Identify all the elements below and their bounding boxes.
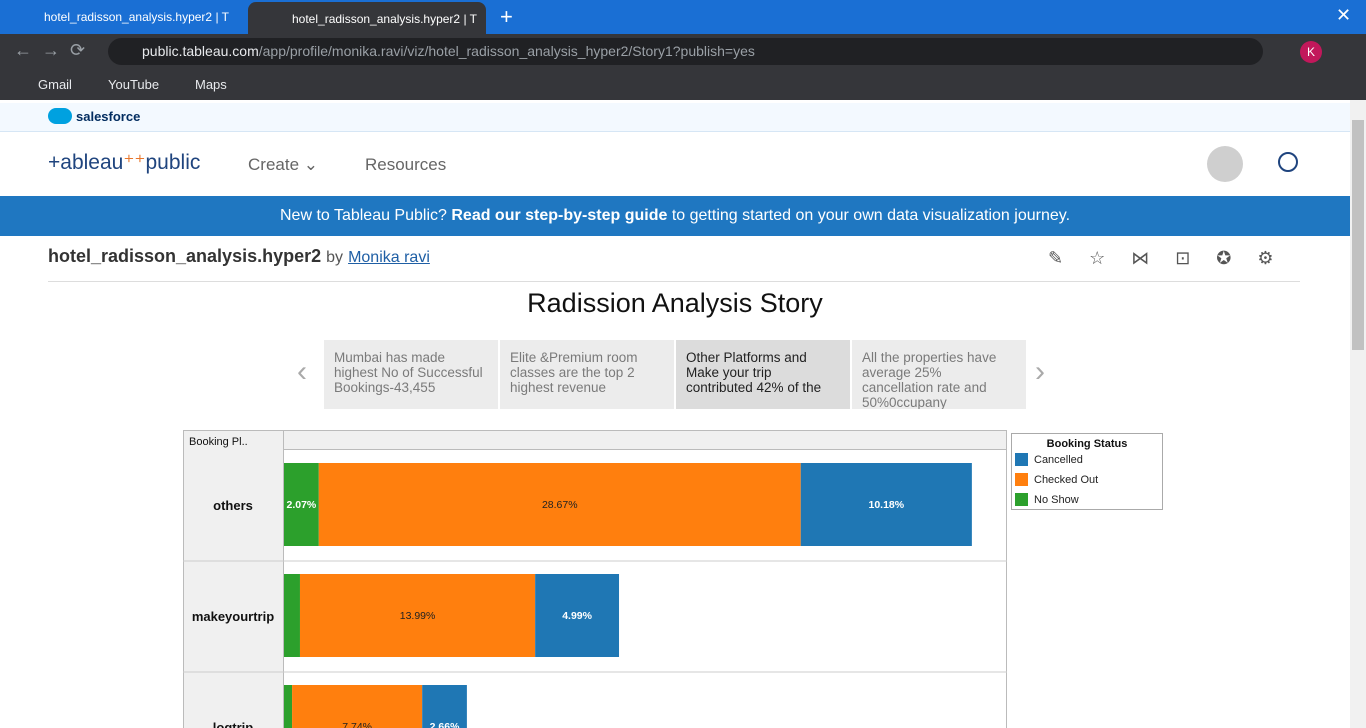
banner-text: to getting started on your own data visu… xyxy=(671,207,1071,224)
close[interactable]: ✕ xyxy=(1336,5,1352,25)
cloud xyxy=(48,108,72,124)
legend-label: No Show xyxy=(1034,494,1079,506)
bar-segment xyxy=(284,685,293,728)
avatar[interactable] xyxy=(1207,146,1243,182)
data-label: 28.67% xyxy=(542,499,578,511)
category-label: logtrip xyxy=(213,720,253,728)
chart: Booking Pl.. others 2.07% 28.67% 10.18% make… xyxy=(183,430,1163,728)
story-point-active[interactable]: Other Platforms and Make your trip contr… xyxy=(676,340,850,409)
banner-text: New to Tableau Public? xyxy=(279,207,447,224)
legend-swatch xyxy=(1015,453,1028,466)
by: by xyxy=(326,249,344,266)
prev[interactable]: ‹ xyxy=(297,355,307,388)
url-path: /app/profile/monika.ravi/viz/hotel_radis… xyxy=(258,43,755,59)
data-label: 10.18% xyxy=(868,499,904,511)
story-point[interactable]: All the properties have average 25% canc… xyxy=(852,340,1026,409)
bookmark[interactable]: Gmail xyxy=(38,77,72,92)
divider xyxy=(48,281,1300,282)
salesforce-bar: salesforce xyxy=(0,103,1350,132)
data-label: 13.99% xyxy=(400,610,436,622)
url-domain: public.tableau.com xyxy=(142,43,259,59)
logo[interactable]: +ableau⁺⁺public xyxy=(48,151,201,174)
logo-right: public xyxy=(145,151,201,174)
bar-segment xyxy=(299,574,536,657)
omnibox[interactable]: public.tableau.com/app/profile/monika.ra… xyxy=(108,38,1263,65)
data-label: 7.74% xyxy=(342,721,372,728)
data-label: 2.07% xyxy=(287,499,317,511)
bar-segment xyxy=(422,685,467,728)
row-header-col xyxy=(183,430,284,728)
bar-segment xyxy=(292,685,423,728)
nav-item[interactable]: Resources xyxy=(365,155,447,174)
nav-text: Create xyxy=(248,155,300,174)
tab-bar: hotel_radisson_analysis.hyper2 | T hotel… xyxy=(0,0,1366,34)
bar-segment xyxy=(800,463,972,546)
data-label: 2.66% xyxy=(430,721,460,728)
category-label: makeyourtrip xyxy=(192,609,274,624)
header-row xyxy=(183,430,1007,450)
story-point[interactable]: Mumbai has made highest No of Successful… xyxy=(324,340,498,409)
nav-item[interactable]: Create ⌄ xyxy=(248,155,318,174)
legend-swatch xyxy=(1015,473,1028,486)
next[interactable]: › xyxy=(1035,355,1045,388)
bar-segment xyxy=(318,463,801,546)
bookmark[interactable]: Maps xyxy=(195,77,227,92)
new-tab[interactable]: + xyxy=(500,4,513,29)
legend-title: Booking Status xyxy=(1047,438,1128,450)
bar-segment xyxy=(284,574,300,657)
legend-swatch xyxy=(1015,493,1028,506)
bar-segment xyxy=(535,574,620,657)
legend-label: Cancelled xyxy=(1034,454,1083,466)
legend-label: Checked Out xyxy=(1034,474,1098,486)
viz-title: hotel_radisson_analysis.hyper2 xyxy=(48,246,322,266)
logo-left: +ableau xyxy=(48,151,124,174)
tab-active[interactable]: hotel_radisson_analysis.hyper2 | T xyxy=(248,2,486,34)
legend-box xyxy=(1011,433,1163,510)
nav-buttons[interactable]: ← → ⟳ xyxy=(14,40,86,60)
header: Booking Pl.. xyxy=(189,436,248,448)
scrollbar[interactable] xyxy=(1350,100,1366,728)
brand: salesforce xyxy=(76,109,141,124)
bookmarks: Gmail YouTube Maps xyxy=(0,68,1366,100)
search[interactable] xyxy=(1278,152,1298,172)
story-title: Radission Analysis Story xyxy=(527,288,823,318)
tab[interactable]: hotel_radisson_analysis.hyper2 | T xyxy=(44,10,230,24)
data-label: 4.99% xyxy=(562,610,592,622)
author[interactable]: Monika ravi xyxy=(348,249,430,266)
profile[interactable]: K xyxy=(1300,41,1322,63)
bookmark[interactable]: YouTube xyxy=(108,77,160,92)
story-point[interactable]: Elite &Premium room classes are the top … xyxy=(500,340,674,409)
banner: New to Tableau Public? Read our step-by-… xyxy=(0,196,1350,236)
bar-segment xyxy=(284,463,319,546)
viz-toolbar[interactable]: ✎☆⋈⊡✪⚙ xyxy=(1048,248,1300,268)
banner-link[interactable]: Read our step-by-step guide xyxy=(451,207,668,224)
category-label: others xyxy=(213,498,253,513)
viz-header: hotel_radisson_analysis.hyper2 by Monika… xyxy=(48,246,430,267)
